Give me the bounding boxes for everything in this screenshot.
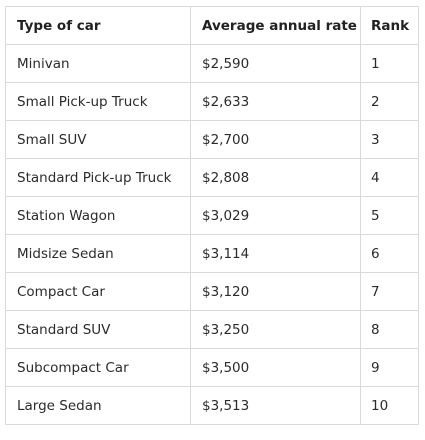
car-insurance-rate-table-container: Type of car Average annual rate Rank Min… bbox=[5, 6, 419, 425]
rank-cell: 10 bbox=[360, 386, 419, 425]
rate-cell: $2,590 bbox=[190, 44, 361, 83]
car-insurance-rate-table: Type of car Average annual rate Rank Min… bbox=[5, 6, 419, 425]
rate-cell: $2,808 bbox=[190, 158, 361, 197]
table-row: Small Pick-up Truck $2,633 2 bbox=[5, 82, 419, 121]
rank-cell: 6 bbox=[360, 234, 419, 273]
rank-cell: 9 bbox=[360, 348, 419, 387]
table-row: Compact Car $3,120 7 bbox=[5, 272, 419, 311]
rate-cell: $3,250 bbox=[190, 310, 361, 349]
rank-cell: 5 bbox=[360, 196, 419, 235]
car-type-cell: Large Sedan bbox=[5, 386, 191, 425]
table-header-row: Type of car Average annual rate Rank bbox=[5, 6, 419, 45]
car-type-cell: Standard SUV bbox=[5, 310, 191, 349]
column-header-type-of-car: Type of car bbox=[5, 6, 191, 45]
column-header-rank: Rank bbox=[360, 6, 419, 45]
rate-cell: $2,633 bbox=[190, 82, 361, 121]
rate-cell: $2,700 bbox=[190, 120, 361, 159]
table-row: Minivan $2,590 1 bbox=[5, 44, 419, 83]
rank-cell: 2 bbox=[360, 82, 419, 121]
table-row: Standard Pick-up Truck $2,808 4 bbox=[5, 158, 419, 197]
table-row: Large Sedan $3,513 10 bbox=[5, 386, 419, 425]
rate-cell: $3,500 bbox=[190, 348, 361, 387]
rank-cell: 1 bbox=[360, 44, 419, 83]
rank-cell: 8 bbox=[360, 310, 419, 349]
table-row: Standard SUV $3,250 8 bbox=[5, 310, 419, 349]
table-row: Subcompact Car $3,500 9 bbox=[5, 348, 419, 387]
table-row: Small SUV $2,700 3 bbox=[5, 120, 419, 159]
car-type-cell: Small SUV bbox=[5, 120, 191, 159]
rate-cell: $3,513 bbox=[190, 386, 361, 425]
rank-cell: 7 bbox=[360, 272, 419, 311]
car-type-cell: Compact Car bbox=[5, 272, 191, 311]
car-type-cell: Subcompact Car bbox=[5, 348, 191, 387]
rate-cell: $3,120 bbox=[190, 272, 361, 311]
car-type-cell: Minivan bbox=[5, 44, 191, 83]
rank-cell: 3 bbox=[360, 120, 419, 159]
column-header-average-annual-rate: Average annual rate bbox=[190, 6, 361, 45]
rate-cell: $3,029 bbox=[190, 196, 361, 235]
car-type-cell: Small Pick-up Truck bbox=[5, 82, 191, 121]
car-type-cell: Midsize Sedan bbox=[5, 234, 191, 273]
rank-cell: 4 bbox=[360, 158, 419, 197]
rate-cell: $3,114 bbox=[190, 234, 361, 273]
table-row: Midsize Sedan $3,114 6 bbox=[5, 234, 419, 273]
car-type-cell: Standard Pick-up Truck bbox=[5, 158, 191, 197]
car-type-cell: Station Wagon bbox=[5, 196, 191, 235]
table-row: Station Wagon $3,029 5 bbox=[5, 196, 419, 235]
